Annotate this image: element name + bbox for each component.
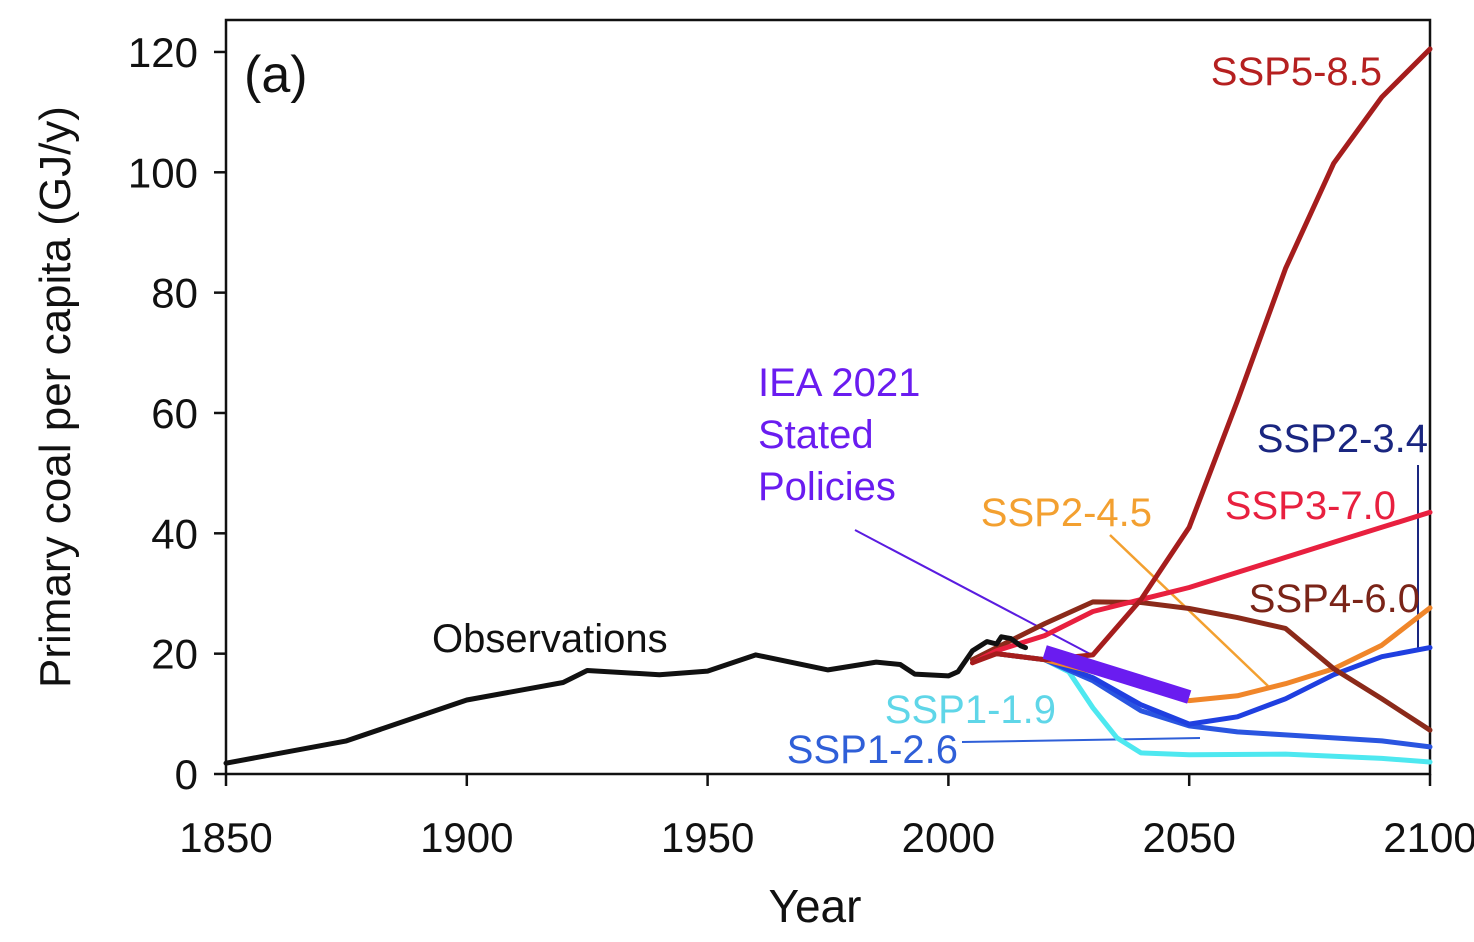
panel-label: (a) [244,46,308,104]
ssp1-26-leader-line [961,737,1201,743]
series-label-ssp4-6-0: SSP4-6.0 [1249,577,1420,621]
y-tick-label: 60 [151,390,198,437]
series-label-ssp1-1-9: SSP1-1.9 [885,688,1056,732]
series-label-ssp2-3-4: SSP2-3.4 [1257,417,1428,461]
series-line-observations [223,634,1028,766]
axes [224,18,1432,776]
series-label-ssp5-8-5: SSP5-8.5 [1211,50,1382,94]
series-label-ssp2-4-5: SSP2-4.5 [981,491,1152,535]
series-label-iea-2021: IEA 2021 [758,361,920,405]
y-tick-label: 100 [128,149,198,196]
series-label-observations: Observations [432,617,668,661]
y-tick-label: 0 [175,751,198,798]
y-tick-label: 120 [128,29,198,76]
series-line-ssp2-3-4 [994,645,1433,727]
y-axis-label: Primary coal per capita (GJ/y) [31,106,80,688]
x-tick-label: 2000 [902,814,995,861]
x-tick-label: 1900 [420,814,513,861]
series-line-ssp4-6-0 [970,599,1433,733]
series-line-iea-2021-stated-policies [1042,645,1192,704]
x-tick-label: 1850 [179,814,272,861]
plot-frame [224,18,1432,776]
x-axis-label: Year [769,880,862,932]
series-label-iea-2021: Stated [758,413,874,457]
x-tick-label: 2100 [1383,814,1474,861]
series-line-ssp1-1-9 [994,651,1433,765]
y-tick-label: 80 [151,270,198,317]
series-line-ssp5-8-5 [970,46,1433,666]
y-tick-label: 20 [151,631,198,678]
series-line-ssp3-7-0 [970,509,1433,666]
iea-leader-line [854,529,1093,656]
y-tick-label: 40 [151,510,198,557]
x-tick-label: 2050 [1142,814,1235,861]
series-label-ssp3-7-0: SSP3-7.0 [1225,484,1396,528]
x-tick-label: 1950 [661,814,754,861]
series-label-iea-2021: Policies [758,465,896,509]
series-label-ssp1-2-6: SSP1-2.6 [787,728,958,772]
